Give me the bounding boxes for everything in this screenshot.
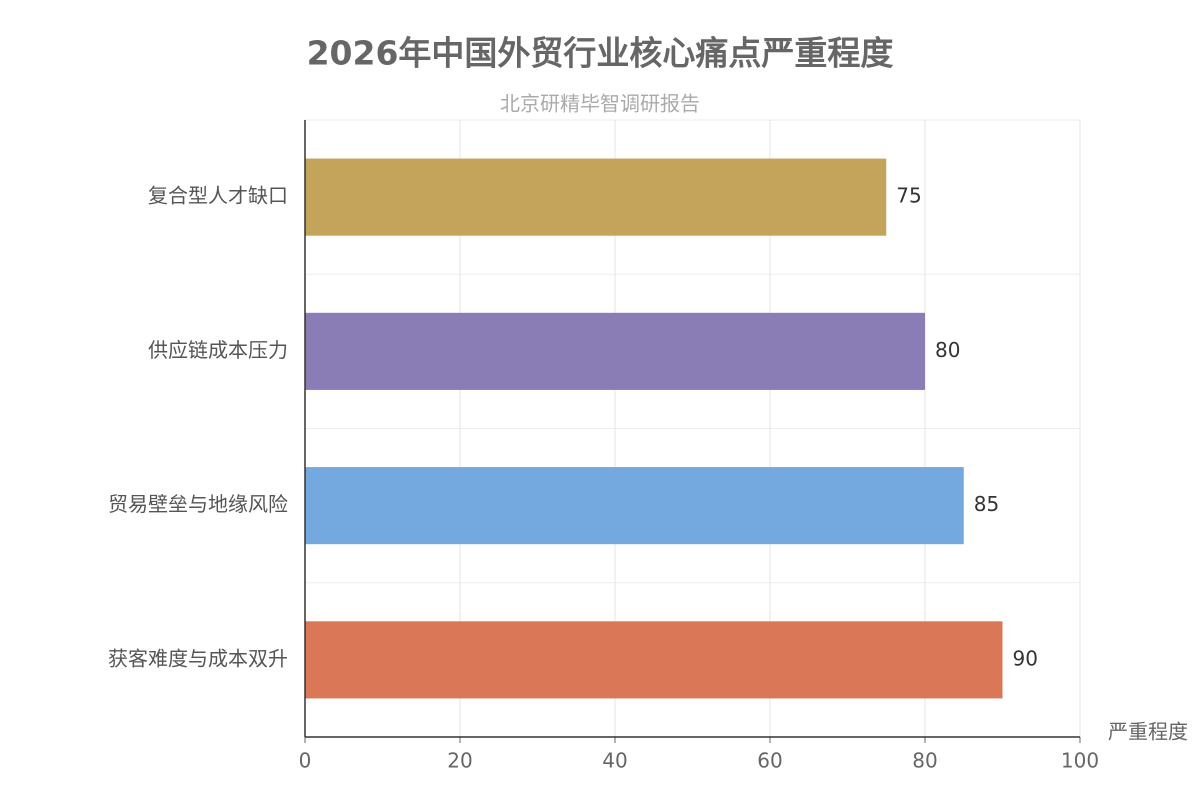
y-tick-label: 供应链成本压力 (148, 338, 288, 362)
y-tick-label: 复合型人才缺口 (148, 184, 288, 208)
bar (305, 312, 925, 390)
x-axis-label: 严重程度 (1108, 720, 1188, 744)
x-tick-label: 60 (757, 749, 782, 773)
x-tick-label: 80 (912, 749, 937, 773)
value-label: 75 (896, 184, 921, 208)
x-tick-label: 40 (602, 749, 627, 773)
x-tick-label: 20 (447, 749, 472, 773)
chart-subtitle: 北京研精毕智调研报告 (500, 92, 700, 116)
x-tick-label: 100 (1061, 749, 1099, 773)
bar (305, 621, 1003, 699)
chart-title: 2026年中国外贸行业核心痛点严重程度 (307, 34, 894, 73)
value-label: 90 (1013, 646, 1038, 670)
y-tick-label: 贸易壁垒与地缘风险 (108, 492, 288, 516)
bar (305, 467, 964, 545)
value-label: 85 (974, 492, 999, 516)
value-label: 80 (935, 338, 960, 362)
bar (305, 158, 887, 236)
x-tick-label: 0 (299, 749, 312, 773)
y-tick-label: 获客难度与成本双升 (108, 646, 288, 670)
